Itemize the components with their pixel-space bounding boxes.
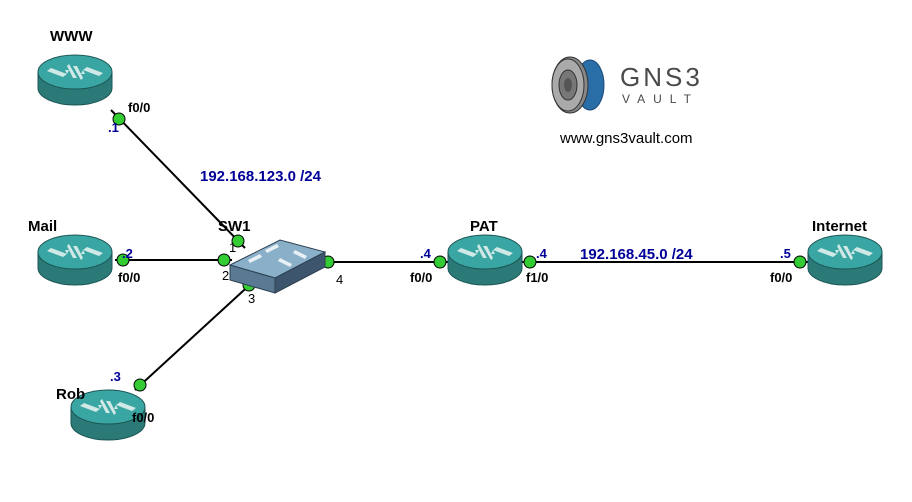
node-label-pat: PAT xyxy=(470,218,498,235)
link-rob-sw1 xyxy=(135,280,255,390)
router-pat-icon xyxy=(448,235,522,285)
router-www-icon xyxy=(38,55,112,105)
iface-label-pat-left: f0/0 xyxy=(410,270,432,285)
ip-label-internet: .5 xyxy=(780,246,791,261)
ip-label-rob: .3 xyxy=(110,369,121,384)
logo-icon xyxy=(552,57,604,113)
node-label-internet: Internet xyxy=(812,218,867,235)
link-dot xyxy=(218,254,230,266)
link-dot xyxy=(524,256,536,268)
link-dot xyxy=(434,256,446,268)
iface-label-pat-right: f1/0 xyxy=(526,270,548,285)
switch-port-2: 2 xyxy=(222,268,229,283)
topology-canvas xyxy=(0,0,912,502)
network-label-wan: 192.168.45.0 /24 xyxy=(580,246,693,263)
ip-label-pat-right: .4 xyxy=(536,246,547,261)
iface-label-www: f0/0 xyxy=(128,100,150,115)
node-label-sw1: SW1 xyxy=(218,218,251,235)
ip-label-pat-left: .4 xyxy=(420,246,431,261)
router-internet-icon xyxy=(808,235,882,285)
switch-port-4: 4 xyxy=(336,272,343,287)
node-label-www: WWW xyxy=(50,28,92,45)
iface-label-mail: f0/0 xyxy=(118,270,140,285)
logo-url: www.gns3vault.com xyxy=(560,130,693,147)
ip-label-mail: .2 xyxy=(122,246,133,261)
ip-label-www: .1 xyxy=(108,120,119,135)
link-dot xyxy=(134,379,146,391)
logo-brand-bottom: VAULT xyxy=(622,92,699,106)
iface-label-internet: f0/0 xyxy=(770,270,792,285)
router-mail-icon xyxy=(38,235,112,285)
switch-port-1: 1 xyxy=(229,240,236,255)
logo-brand-top: GNS3 xyxy=(620,62,703,93)
node-label-rob: Rob xyxy=(56,386,85,403)
link-dot xyxy=(794,256,806,268)
switch-port-3: 3 xyxy=(248,291,255,306)
iface-label-rob: f0/0 xyxy=(132,410,154,425)
node-label-mail: Mail xyxy=(28,218,57,235)
network-label-lan: 192.168.123.0 /24 xyxy=(200,168,321,185)
